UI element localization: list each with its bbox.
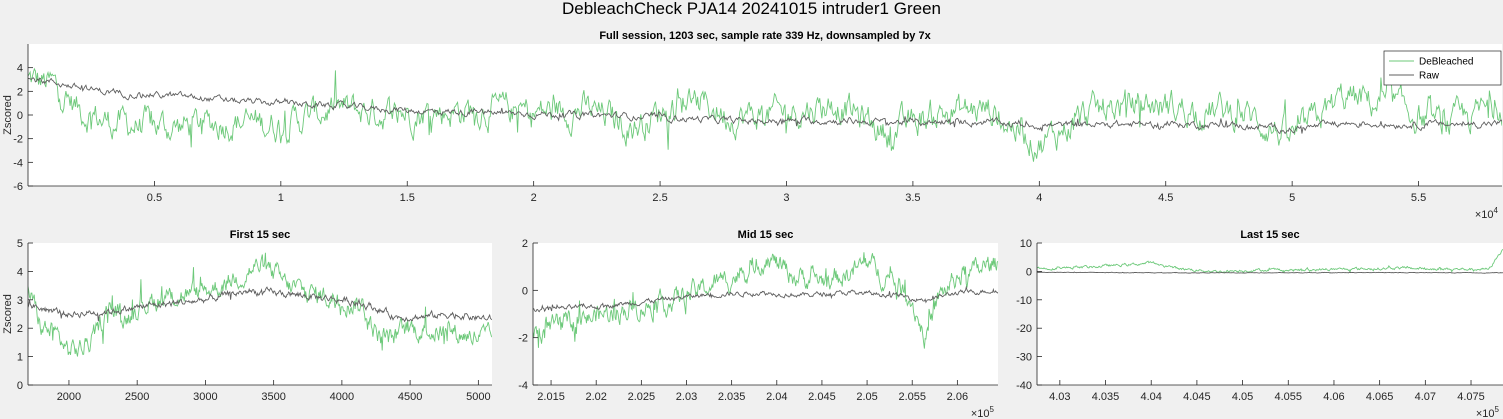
- y-tick-label: 0: [522, 285, 528, 297]
- y-tick-label: 4: [17, 63, 23, 75]
- legend-label: DeBleached: [1419, 57, 1473, 68]
- series-line-debleached: [533, 252, 998, 349]
- series-line-raw: [28, 286, 492, 323]
- x-tick-label: 4.075: [1457, 391, 1485, 403]
- x-tick-label: 3.5: [905, 192, 920, 204]
- series-line-debleached: [1037, 248, 1503, 274]
- y-tick-label: -6: [13, 181, 23, 193]
- x-tick-label: 2.015: [537, 391, 565, 403]
- chart-title: Mid 15 sec: [738, 229, 794, 241]
- x-tick-label: 4.07: [1415, 391, 1436, 403]
- x-tick-label: 4.045: [1183, 391, 1211, 403]
- x-tick-label: 3500: [261, 391, 285, 403]
- x-tick-label: 1.5: [400, 192, 415, 204]
- y-tick-label: -30: [1016, 352, 1032, 364]
- x-tick-label: 4.065: [1366, 391, 1394, 403]
- x-tick-label: 1: [278, 192, 284, 204]
- y-axis-label: Zscored: [2, 294, 14, 334]
- y-tick-label: -2: [518, 333, 528, 345]
- x-tick-label: 2.035: [718, 391, 746, 403]
- x-tick-label: 4.04: [1141, 391, 1162, 403]
- y-tick-label: -4: [518, 380, 528, 392]
- y-tick-label: 2: [17, 86, 23, 98]
- x-tick-label: 2.05: [856, 391, 877, 403]
- x-tick-label: 3000: [193, 391, 217, 403]
- x-tick-label: 2.06: [947, 391, 968, 403]
- series-group: [533, 252, 998, 349]
- y-tick-label: -10: [1016, 295, 1032, 307]
- x-tick-label: 2500: [125, 391, 149, 403]
- x-tick-label: 2.5: [652, 192, 667, 204]
- x-tick-label: 4000: [330, 391, 354, 403]
- plot-area: [1037, 243, 1503, 385]
- x-tick-label: 2.03: [676, 391, 697, 403]
- y-tick-label: 0: [17, 110, 23, 122]
- x-tick-label: 4.5: [1158, 192, 1173, 204]
- legend: DeBleached Raw: [1383, 50, 1502, 86]
- y-tick-label: -4: [13, 157, 23, 169]
- y-tick-label: 3: [17, 295, 23, 307]
- chart-title: Last 15 sec: [1240, 229, 1299, 241]
- x-tick-label: 4.05: [1232, 391, 1253, 403]
- chart-panel-2: 2000 2500 3000 3500 4000 4500 5000 0 1 2 3 4 5 First …: [2, 229, 492, 403]
- chart-title: Full session, 1203 sec, sample rate 339 …: [599, 30, 931, 42]
- chart-panel-3: 2.015 2.02 2.025 2.03 2.035 2.04 2.045 2.05 2.05…: [518, 229, 998, 419]
- legend-box: [1383, 50, 1502, 86]
- x-tick-label: 3: [783, 192, 789, 204]
- series-line-raw: [533, 285, 998, 313]
- legend-label: Raw: [1419, 71, 1440, 82]
- y-tick-label: 1: [17, 352, 23, 364]
- y-tick-label: -20: [1016, 323, 1032, 335]
- y-tick-label: 0: [17, 380, 23, 392]
- y-tick-label: 2: [522, 238, 528, 250]
- x-exponent-label: ×105: [971, 405, 995, 419]
- series-line-raw: [1037, 271, 1503, 274]
- figure-title: DebleachCheck PJA14 20241015 intruder1 G…: [562, 0, 941, 18]
- series-line-debleached: [28, 67, 1502, 162]
- y-tick-label: 5: [17, 238, 23, 250]
- x-tick-label: 2.055: [898, 391, 926, 403]
- y-tick-label: -2: [13, 134, 23, 146]
- x-tick-label: 4.06: [1323, 391, 1344, 403]
- x-tick-label: 2.02: [585, 391, 606, 403]
- x-tick-label: 4.055: [1275, 391, 1303, 403]
- chart-panel-1: 0.5 1 1.5 2 2.5 3 3.5 4 4.5 5 5.5 -6 -4 -2 0 2 4 Full ses…: [2, 30, 1502, 221]
- series-group: [28, 67, 1502, 162]
- series-group: [1037, 248, 1503, 274]
- x-exponent-label: ×105: [1476, 405, 1500, 419]
- x-tick-label: 4500: [398, 391, 422, 403]
- chart-panel-4: 4.03 4.035 4.04 4.045 4.05 4.055 4.06 4.065 4.07…: [1016, 229, 1503, 419]
- x-tick-label: 5.5: [1411, 192, 1426, 204]
- y-tick-label: 0: [1026, 266, 1032, 278]
- series-line-raw: [28, 77, 1502, 135]
- x-tick-label: 5: [1289, 192, 1295, 204]
- plot-area: [28, 44, 1502, 186]
- x-tick-label: 2.045: [808, 391, 836, 403]
- y-axis-label: Zscored: [2, 95, 14, 135]
- x-exponent-label: ×104: [1475, 206, 1499, 221]
- x-tick-label: 4.035: [1092, 391, 1120, 403]
- y-tick-label: 2: [17, 323, 23, 335]
- series-group: [28, 252, 492, 357]
- x-tick-label: 5000: [466, 391, 490, 403]
- x-tick-label: 2000: [57, 391, 81, 403]
- x-tick-label: 2.04: [766, 391, 787, 403]
- x-tick-label: 4: [1036, 192, 1042, 204]
- y-tick-label: 10: [1020, 238, 1032, 250]
- x-tick-label: 0.5: [147, 192, 162, 204]
- chart-title: First 15 sec: [230, 229, 291, 241]
- x-tick-label: 2: [531, 192, 537, 204]
- y-tick-label: 4: [17, 266, 23, 278]
- x-tick-label: 2.025: [628, 391, 656, 403]
- y-tick-label: -40: [1016, 380, 1032, 392]
- x-tick-label: 4.03: [1049, 391, 1070, 403]
